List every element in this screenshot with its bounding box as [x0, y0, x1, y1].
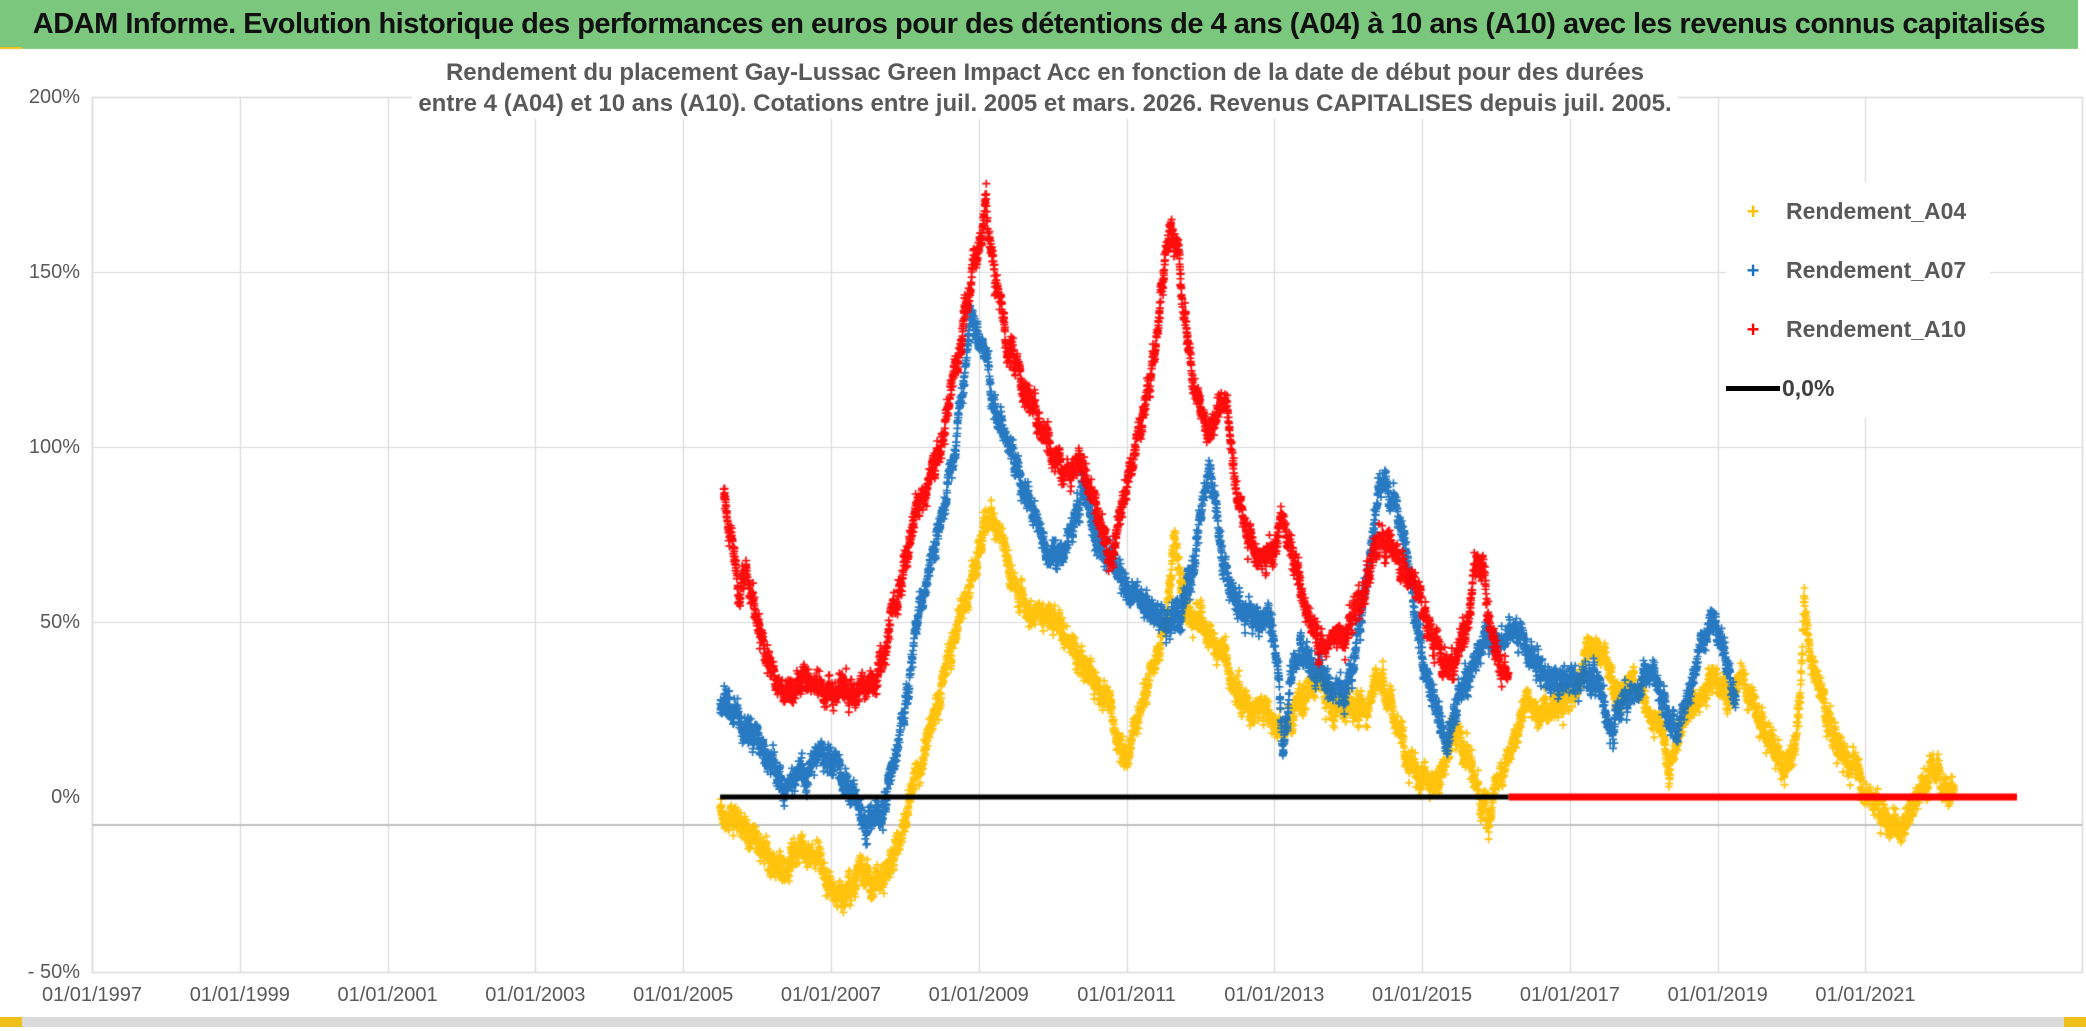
chart-title-line2: entre 4 (A04) et 10 ans (A10). Cotations…: [412, 88, 1678, 119]
legend-label: 0,0%: [1782, 375, 1835, 401]
bottom-edge-band: [0, 1017, 2086, 1027]
legend-item-0-0-: 0,0%: [1726, 359, 1990, 418]
chart-legend: + Rendement_A04 + Rendement_A07 + Rendement_A…: [1726, 182, 1990, 418]
legend-item-rendement-a07: + Rendement_A07: [1726, 241, 1990, 300]
legend-item-rendement-a10: + Rendement_A10: [1726, 300, 1990, 359]
legend-plus-marker: +: [1746, 316, 1760, 342]
gold-accent-bottom-right: [2064, 1017, 2086, 1027]
legend-label: Rendement_A10: [1786, 316, 1967, 342]
legend-plus-marker: +: [1746, 257, 1760, 283]
x-tick-label: 01/01/2019: [1667, 984, 1768, 1006]
gold-accent-bottom-left: [0, 1017, 22, 1027]
x-tick-label: 01/01/2011: [1077, 984, 1176, 1006]
x-tick-label: 01/01/2009: [928, 984, 1029, 1006]
y-tick-label: - 50%: [27, 961, 80, 983]
x-tick-label: 01/01/2003: [485, 984, 586, 1006]
x-tick-label: 01/01/2015: [1372, 984, 1473, 1006]
y-tick-label: 0%: [51, 786, 80, 808]
legend-label: Rendement_A07: [1786, 257, 1967, 283]
y-tick-label: 50%: [39, 611, 80, 633]
legend-label: Rendement_A04: [1786, 198, 1967, 224]
y-tick-label: 100%: [28, 436, 80, 458]
legend-item-rendement-a04: + Rendement_A04: [1726, 182, 1990, 241]
chart-title-line1: Rendement du placement Gay-Lussac Green …: [439, 57, 1651, 88]
y-tick-label: 150%: [28, 261, 80, 283]
x-tick-label: 01/01/1997: [41, 984, 143, 1006]
chart-title: Rendement du placement Gay-Lussac Green …: [335, 57, 1755, 119]
x-tick-label: 01/01/2013: [1224, 984, 1325, 1006]
x-tick-label: 01/01/1999: [189, 984, 290, 1006]
x-tick-label: 01/01/2021: [1815, 984, 1916, 1006]
x-tick-label: 01/01/2001: [337, 984, 438, 1006]
x-tick-label: 01/01/2005: [633, 984, 734, 1006]
legend-plus-marker: +: [1746, 198, 1760, 224]
legend-line-swatch: [1726, 386, 1780, 391]
y-tick-label: 200%: [28, 86, 80, 108]
x-tick-label: 01/01/2017: [1519, 984, 1620, 1006]
x-tick-label: 01/01/2007: [780, 984, 881, 1006]
